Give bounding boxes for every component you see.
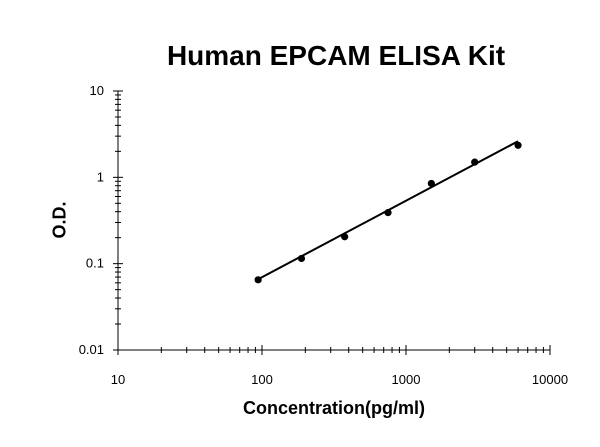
x-axis-title: Concentration(pg/ml) bbox=[243, 398, 425, 418]
tick-labels: 10 100 1000 10000 0.01 0.1 1 10 bbox=[79, 83, 568, 387]
data-point bbox=[384, 209, 392, 217]
y-tick-label: 0.01 bbox=[79, 342, 104, 357]
data-point bbox=[297, 254, 306, 263]
x-tick-label: 1000 bbox=[392, 372, 421, 387]
x-tick-label: 10000 bbox=[532, 372, 568, 387]
x-tick-label: 100 bbox=[251, 372, 273, 387]
data-point bbox=[427, 179, 435, 188]
data-point bbox=[341, 233, 349, 241]
y-tick-label: 1 bbox=[97, 169, 104, 184]
data-point bbox=[254, 276, 262, 284]
axes bbox=[113, 90, 551, 355]
chart-title: Human EPCAM ELISA Kit bbox=[166, 40, 506, 71]
y-axis-title: O.D. bbox=[49, 201, 70, 239]
y-tick-label: 10 bbox=[90, 83, 104, 98]
data-point bbox=[471, 158, 479, 166]
data-points bbox=[254, 141, 522, 284]
x-tick-label: 10 bbox=[111, 372, 125, 387]
y-tick-label: 0.1 bbox=[86, 256, 104, 271]
data-point bbox=[514, 141, 522, 149]
